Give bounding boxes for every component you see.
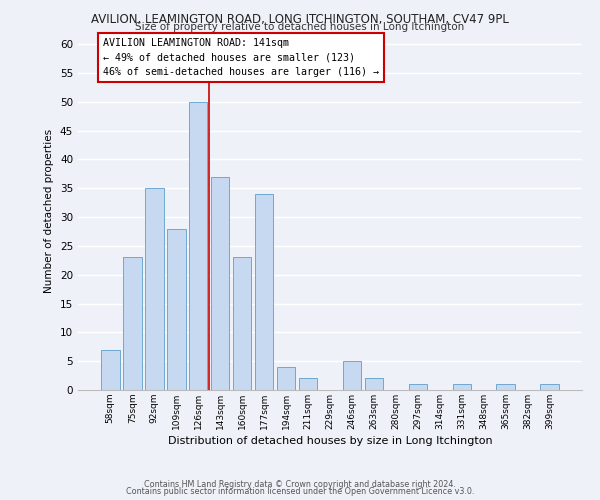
Bar bbox=[277, 367, 295, 390]
Text: AVILION, LEAMINGTON ROAD, LONG ITCHINGTON, SOUTHAM, CV47 9PL: AVILION, LEAMINGTON ROAD, LONG ITCHINGTO… bbox=[91, 12, 509, 26]
Bar bbox=[343, 361, 361, 390]
Bar bbox=[167, 228, 185, 390]
Text: Contains public sector information licensed under the Open Government Licence v3: Contains public sector information licen… bbox=[126, 487, 474, 496]
Bar bbox=[101, 350, 119, 390]
Bar bbox=[189, 102, 208, 390]
Bar bbox=[211, 176, 229, 390]
Bar bbox=[299, 378, 317, 390]
Bar bbox=[365, 378, 383, 390]
Bar bbox=[541, 384, 559, 390]
Bar bbox=[452, 384, 471, 390]
Bar bbox=[123, 258, 142, 390]
Bar bbox=[255, 194, 274, 390]
Bar bbox=[145, 188, 164, 390]
Bar bbox=[233, 258, 251, 390]
Bar bbox=[409, 384, 427, 390]
Text: Contains HM Land Registry data © Crown copyright and database right 2024.: Contains HM Land Registry data © Crown c… bbox=[144, 480, 456, 489]
Y-axis label: Number of detached properties: Number of detached properties bbox=[44, 129, 55, 294]
Bar bbox=[496, 384, 515, 390]
X-axis label: Distribution of detached houses by size in Long Itchington: Distribution of detached houses by size … bbox=[167, 436, 493, 446]
Text: AVILION LEAMINGTON ROAD: 141sqm
← 49% of detached houses are smaller (123)
46% o: AVILION LEAMINGTON ROAD: 141sqm ← 49% of… bbox=[103, 38, 379, 78]
Text: Size of property relative to detached houses in Long Itchington: Size of property relative to detached ho… bbox=[136, 22, 464, 32]
